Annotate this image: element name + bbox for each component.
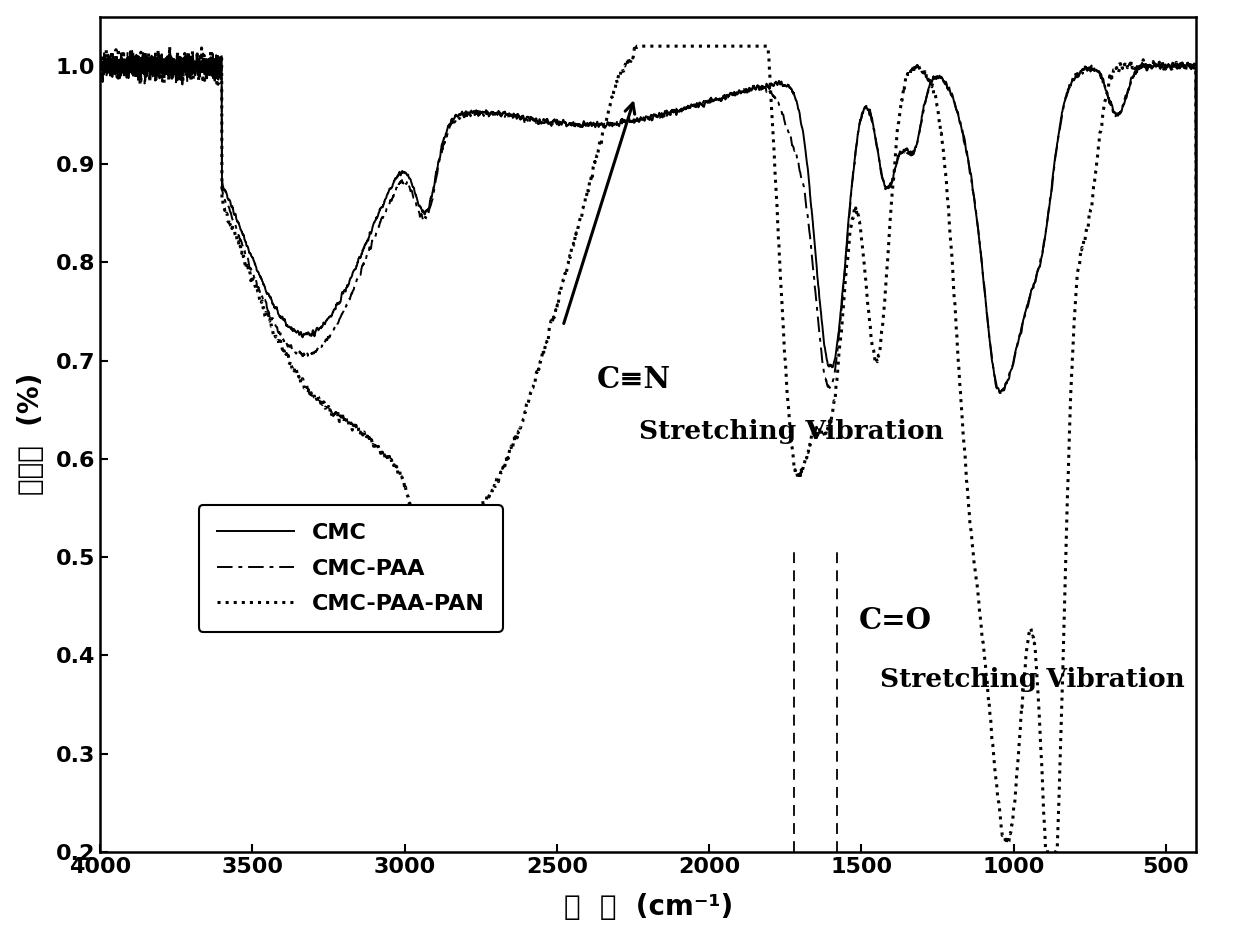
CMC-PAA: [93, 47, 108, 58]
CMC-PAA: [775, 108, 790, 119]
CMC-PAA: [1188, 60, 1203, 71]
CMC: [1189, 454, 1204, 465]
CMC: [755, 83, 770, 94]
CMC-PAA-PAN: [1189, 309, 1204, 320]
CMC: [93, 66, 108, 77]
CMC: [327, 303, 342, 314]
CMC: [399, 168, 414, 179]
CMC: [1188, 62, 1203, 73]
CMC: [1085, 64, 1100, 75]
CMC-PAA-PAN: [399, 487, 414, 498]
Text: Stretching Vibration: Stretching Vibration: [639, 419, 944, 445]
CMC-PAA-PAN: [162, 40, 177, 52]
CMC-PAA-PAN: [1188, 64, 1203, 75]
CMC-PAA: [399, 178, 414, 189]
Legend: CMC, CMC-PAA, CMC-PAA-PAN: CMC, CMC-PAA, CMC-PAA-PAN: [198, 506, 503, 632]
CMC-PAA-PAN: [775, 304, 790, 315]
X-axis label: 波  数  (cm⁻¹): 波 数 (cm⁻¹): [563, 893, 733, 921]
Text: C≡N: C≡N: [596, 366, 671, 395]
CMC-PAA: [1085, 61, 1100, 72]
Y-axis label: 透过率  (%): 透过率 (%): [16, 373, 45, 495]
Text: Stretching Vibration: Stretching Vibration: [879, 667, 1184, 692]
CMC: [123, 46, 138, 57]
CMC-PAA: [755, 81, 770, 92]
Line: CMC: CMC: [100, 52, 1197, 460]
CMC-PAA-PAN: [1085, 192, 1100, 204]
CMC-PAA-PAN: [327, 405, 342, 416]
Line: CMC-PAA-PAN: CMC-PAA-PAN: [100, 46, 1197, 852]
Line: CMC-PAA: CMC-PAA: [100, 51, 1197, 458]
CMC: [775, 79, 790, 90]
Text: C=O: C=O: [858, 606, 931, 635]
CMC-PAA-PAN: [755, 40, 770, 52]
CMC-PAA-PAN: [93, 72, 108, 83]
CMC-PAA: [1189, 452, 1204, 463]
CMC-PAA-PAN: [1038, 846, 1053, 857]
CMC-PAA: [327, 322, 342, 333]
CMC-PAA: [125, 45, 140, 56]
